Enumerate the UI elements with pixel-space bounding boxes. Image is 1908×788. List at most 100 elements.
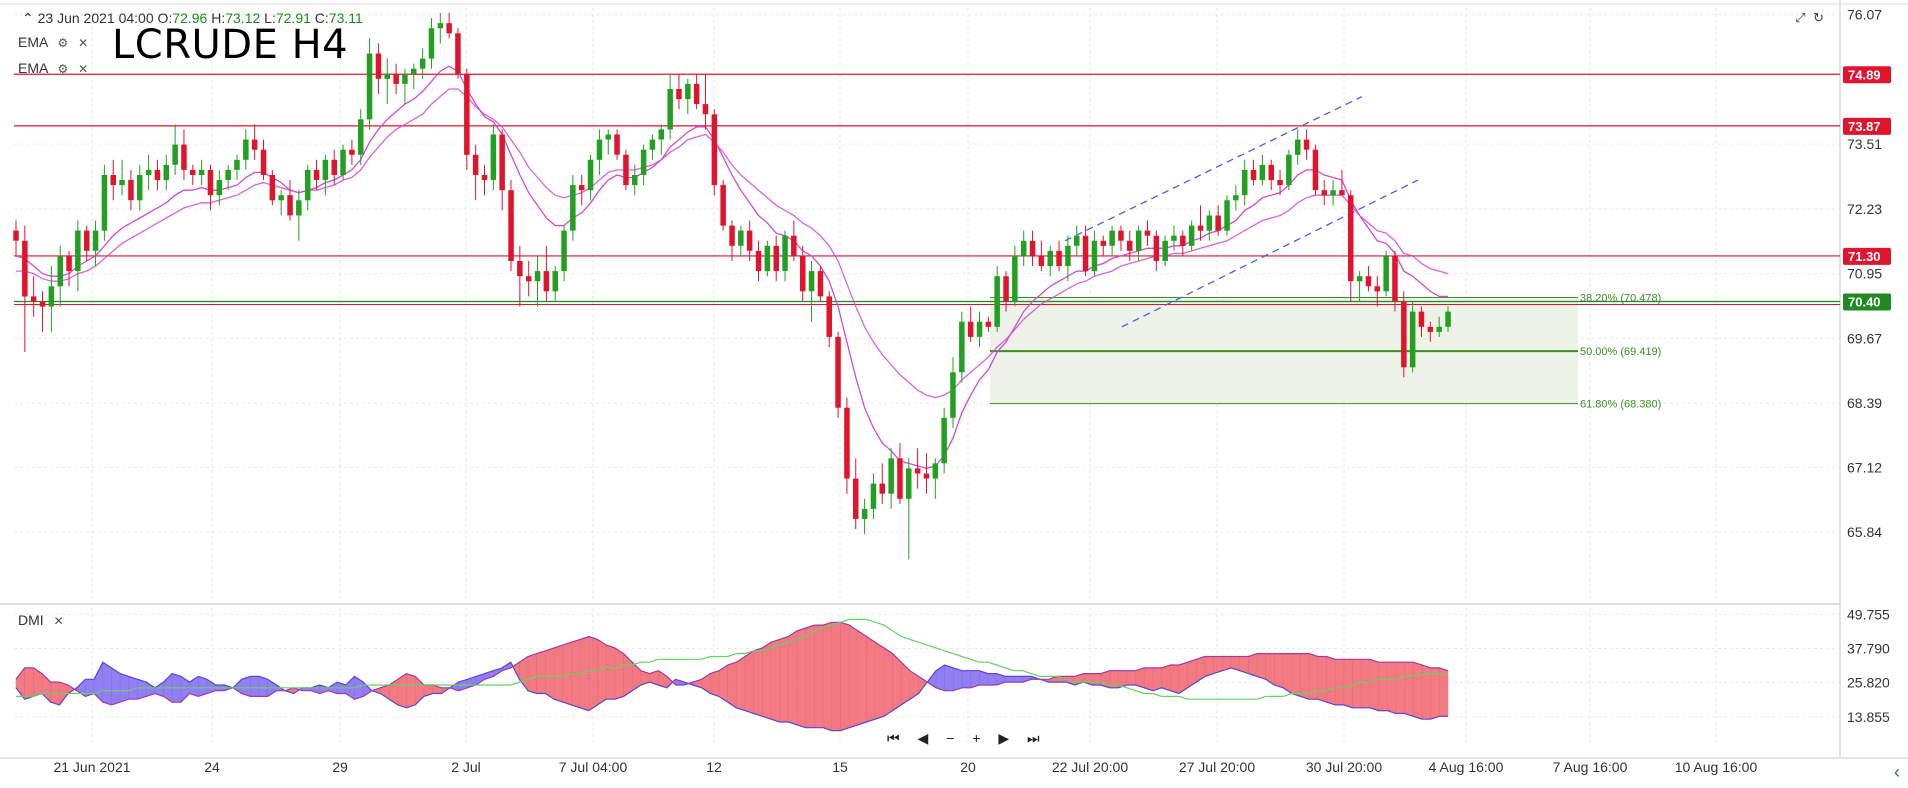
dmi-fill-segment bbox=[1317, 656, 1327, 703]
candle-body bbox=[1082, 235, 1089, 272]
ohlc-minimize-icon[interactable]: ⌃ bbox=[22, 10, 34, 26]
candle-body bbox=[1303, 139, 1310, 150]
close-icon[interactable]: ✕ bbox=[53, 614, 64, 628]
candle-body bbox=[685, 83, 691, 100]
candle-body bbox=[1374, 286, 1380, 292]
last-page-button[interactable]: ⏭ bbox=[1027, 730, 1040, 746]
candle-body bbox=[30, 296, 37, 302]
refresh-icon[interactable]: ↻ bbox=[1813, 10, 1824, 25]
x-tick-label: 2 Jul bbox=[451, 759, 481, 775]
candle-body bbox=[234, 159, 240, 170]
y-tick-label: 69.67 bbox=[1847, 330, 1882, 346]
ohlc-date: 23 Jun 2021 04:00 bbox=[37, 10, 154, 26]
candle-body bbox=[702, 104, 709, 115]
first-page-button[interactable]: ⏮ bbox=[887, 730, 900, 746]
candle-body bbox=[172, 144, 178, 165]
settings-icon[interactable]: ⚙ bbox=[57, 36, 69, 50]
plus-di-line bbox=[15, 661, 1448, 732]
x-tick-label: 30 Jul 20:00 bbox=[1306, 759, 1382, 775]
candle-body bbox=[181, 144, 187, 170]
candle-body bbox=[941, 417, 947, 464]
candle-body bbox=[437, 23, 444, 29]
candle-body bbox=[349, 149, 355, 155]
candle-body bbox=[605, 134, 611, 140]
candle-body bbox=[207, 169, 214, 196]
candle-body bbox=[1127, 240, 1133, 251]
close-icon[interactable]: ✕ bbox=[78, 62, 89, 76]
dmi-fill-segment bbox=[597, 638, 607, 706]
dmi-fill-segment bbox=[883, 647, 893, 717]
panel-dividers bbox=[0, 0, 1908, 759]
dmi-fill-segment bbox=[1013, 676, 1024, 683]
candle-body bbox=[145, 169, 152, 175]
candle-body bbox=[75, 230, 81, 272]
dmi-fill-segment bbox=[779, 636, 789, 723]
ema-indicator-1-label[interactable]: EMA ⚙ ✕ bbox=[18, 34, 88, 50]
fibonacci-level-label: 50.00% (69.419) bbox=[1580, 346, 1661, 358]
settings-icon[interactable]: ⚙ bbox=[57, 62, 69, 76]
dmi-fill-segment bbox=[1161, 664, 1171, 692]
candle-body bbox=[773, 245, 779, 272]
price-level-lines[interactable]: 74.89 73.87 71.30 70.40 bbox=[14, 66, 1891, 311]
candle-body bbox=[66, 255, 72, 272]
candle-body bbox=[260, 149, 267, 175]
dmi-fill-segment bbox=[814, 624, 824, 729]
fibonacci-retracement[interactable]: 38.20% (70.478) 50.00% (69.419) 61.80% (68… bbox=[990, 293, 1661, 411]
ohlc-close-label: C: bbox=[314, 10, 329, 26]
candle-body bbox=[508, 190, 514, 261]
candle-body bbox=[1401, 301, 1407, 368]
candle-body bbox=[464, 73, 470, 155]
candle-body bbox=[446, 23, 452, 34]
scroll-right-button[interactable]: ▶ bbox=[998, 730, 1010, 746]
ohlc-high-label: H: bbox=[211, 10, 226, 26]
expand-icon[interactable]: ⤢ bbox=[1795, 10, 1806, 25]
scroll-left-button[interactable]: ◀ bbox=[917, 730, 929, 746]
dmi-indicator-label[interactable]: DMI ✕ bbox=[18, 612, 64, 628]
candle-body bbox=[1135, 230, 1142, 251]
dmi-fill-segment bbox=[961, 670, 972, 689]
candle-body bbox=[1029, 240, 1036, 256]
dmi-fill-segment bbox=[892, 652, 902, 712]
candle-body bbox=[313, 169, 320, 180]
dmi-fill-segment bbox=[1170, 664, 1180, 694]
candle-body bbox=[154, 169, 161, 180]
candle-body bbox=[897, 458, 903, 499]
dmi-fill-segment bbox=[952, 667, 963, 692]
candle-body bbox=[959, 321, 965, 373]
candle-body bbox=[552, 271, 558, 292]
dmi-fill-segment bbox=[744, 650, 755, 714]
ohlc-close-value: 73.11 bbox=[328, 10, 363, 26]
dmi-y-tick-label: 49.755 bbox=[1847, 606, 1890, 622]
candle-body bbox=[808, 271, 815, 292]
candle-body bbox=[658, 129, 664, 140]
ema-indicator-2-label[interactable]: EMA ⚙ ✕ bbox=[18, 60, 88, 76]
chevron-left-icon[interactable]: ‹ bbox=[1894, 762, 1900, 782]
price-level-tag bbox=[1843, 293, 1891, 311]
zoom-out-button[interactable]: − bbox=[946, 730, 955, 746]
close-icon[interactable]: ✕ bbox=[78, 36, 89, 50]
candle-body bbox=[128, 180, 134, 201]
candle-body bbox=[967, 321, 974, 337]
candle-body bbox=[39, 301, 46, 307]
candle-body bbox=[48, 286, 55, 307]
candle-body bbox=[1038, 255, 1045, 266]
dmi-fill-segment bbox=[1143, 667, 1154, 692]
candle-body bbox=[1286, 154, 1292, 186]
dmi-fill-segment bbox=[24, 667, 34, 700]
candle-body bbox=[534, 271, 541, 282]
price-level-tag bbox=[1843, 247, 1891, 265]
dmi-fill-segment bbox=[1326, 656, 1336, 706]
candle-body bbox=[384, 73, 390, 79]
dmi-fill-segment bbox=[1291, 653, 1301, 697]
dmi-fill-segment bbox=[857, 630, 867, 726]
candle-body bbox=[1012, 255, 1018, 302]
ema-1-name: EMA bbox=[18, 34, 48, 50]
dmi-fill-segment bbox=[1360, 658, 1371, 709]
x-tick-label: 24 bbox=[204, 759, 220, 775]
candle-body bbox=[561, 230, 567, 272]
candle-body bbox=[914, 468, 921, 474]
candle-body bbox=[985, 321, 992, 327]
dmi-fill-segment bbox=[1378, 661, 1388, 711]
zoom-in-button[interactable]: + bbox=[972, 730, 981, 746]
